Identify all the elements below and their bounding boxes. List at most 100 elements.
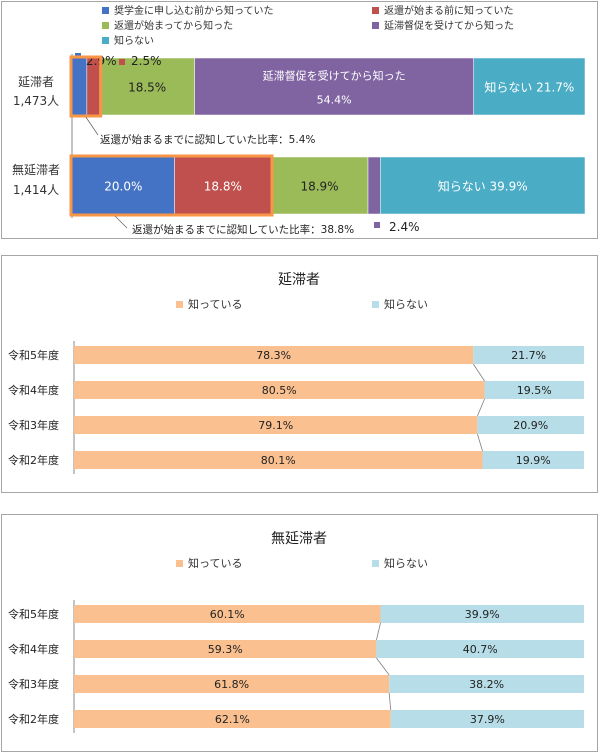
bar-segment: [74, 675, 390, 693]
data-label: 40.7%: [463, 643, 498, 656]
annotation-leader: [114, 215, 128, 229]
legend-swatch: [372, 7, 379, 14]
series-line: [376, 657, 390, 676]
data-label: 80.1%: [261, 454, 296, 467]
data-label: 54.4%: [317, 94, 352, 107]
series-line: [472, 363, 485, 382]
data-label: 61.8%: [214, 678, 249, 691]
bar-segment: [74, 416, 478, 434]
bar-segment: [74, 605, 381, 623]
legend-label: 知っている: [188, 297, 242, 311]
data-label: 79.1%: [258, 419, 293, 432]
data-label: 2.4%: [389, 220, 420, 234]
bar-segment: [380, 156, 586, 215]
category-label: 令和5年度: [8, 348, 59, 362]
data-label: 2.5%: [131, 54, 162, 68]
awareness-chart-panel: 奨学金に申し込む前から知っていた 返還が始まる前に知っていた返還が始まってから知っ…: [1, 1, 598, 239]
legend-label: 延滞督促を受けてから知った: [384, 19, 514, 32]
data-label-marker: [119, 59, 125, 65]
category-label: 延滞者: [18, 75, 54, 89]
data-label: 78.3%: [256, 349, 291, 362]
data-label: 60.1%: [210, 608, 245, 621]
non-delinquent-chart-panel: 無延滞者知っている 知らない令和5年度 60.1% 39.9% 令和4年度 59.3% 40…: [1, 514, 598, 752]
data-label: 62.1%: [215, 713, 250, 726]
bar-segment: [484, 381, 584, 399]
category-count-label: 1,414人: [13, 183, 59, 197]
legend-swatch: [102, 22, 109, 29]
bar-segment: [473, 57, 586, 116]
category-label: 令和2年度: [8, 712, 59, 726]
category-label: 令和4年度: [8, 642, 59, 656]
bar-segment: [389, 675, 584, 693]
bar-segment: [194, 57, 474, 116]
category-count-label: 1,473人: [13, 94, 59, 108]
data-label: 38.2%: [469, 678, 504, 691]
legend-label: 知らない: [384, 556, 428, 570]
data-label: 知らない 21.7%: [484, 81, 574, 95]
data-label: 59.3%: [208, 643, 243, 656]
category-label: 令和5年度: [8, 607, 59, 621]
legend-label: 知らない: [384, 297, 428, 311]
series-line: [477, 398, 485, 417]
category-label: 令和2年度: [8, 453, 59, 467]
data-label: 延滞督促を受けてから知った: [263, 69, 406, 83]
chart-title: 無延滞者: [271, 531, 327, 547]
category-label: 令和3年度: [8, 418, 59, 432]
bar-segment: [74, 710, 391, 728]
series-line: [376, 622, 381, 641]
bar-segment: [74, 346, 474, 364]
legend-label: 返還が始まる前に知っていた: [384, 4, 514, 17]
awareness-stacked-bar-chart: 奨学金に申し込む前から知っていた 返還が始まる前に知っていた返還が始まってから知っ…: [12, 4, 586, 236]
bar-segment: [74, 640, 377, 658]
legend-swatch: [102, 37, 109, 44]
legend-label: 知っている: [188, 556, 242, 570]
legend-swatch: [372, 301, 379, 308]
bar-segment: [390, 710, 584, 728]
bar-segment: [74, 451, 483, 469]
category-label: 無延滞者: [12, 162, 60, 177]
annotation-leader: [85, 116, 99, 136]
data-label: 18.9%: [300, 180, 338, 194]
delinquent-chart-panel: 延滞者知っている 知らない令和5年度 78.3% 21.7% 令和4年度 80.5% 19.…: [1, 255, 598, 493]
legend-swatch: [372, 560, 379, 567]
category-label: 令和4年度: [8, 383, 59, 397]
bar-segment: [367, 156, 381, 215]
data-label: 19.5%: [517, 384, 552, 397]
chart-title: 延滞者: [278, 272, 320, 288]
legend-label: 知らない: [114, 34, 154, 47]
data-label: 18.8%: [204, 180, 242, 194]
series-line: [477, 433, 483, 452]
bar-segment: [473, 346, 584, 364]
bar-segment: [376, 640, 584, 658]
data-label: 21.7%: [511, 349, 546, 362]
category-label: 令和3年度: [8, 677, 59, 691]
series-line: [388, 692, 392, 711]
legend-swatch: [102, 7, 109, 14]
bar-segment: [71, 156, 175, 215]
data-label: 18.5%: [128, 81, 166, 95]
data-label: 20.9%: [513, 419, 548, 432]
data-label: 19.9%: [516, 454, 551, 467]
data-label: 20.0%: [104, 180, 142, 194]
bar-segment: [482, 451, 584, 469]
bar-segment: [99, 57, 195, 116]
bar-segment: [380, 605, 584, 623]
bar-segment: [477, 416, 584, 434]
data-label: 37.9%: [470, 713, 505, 726]
data-label: 80.5%: [262, 384, 297, 397]
legend-swatch: [176, 301, 183, 308]
data-label: 39.9%: [465, 608, 500, 621]
bar-segment: [74, 381, 485, 399]
data-label: 知らない 39.9%: [438, 180, 528, 194]
legend-swatch: [176, 560, 183, 567]
legend-label: 奨学金に申し込む前から知っていた: [114, 4, 274, 17]
annotation-text: 返還が始まるまでに認知していた比率：38.8%: [132, 223, 354, 236]
data-label-marker: [374, 222, 380, 228]
highlight-box: [69, 154, 274, 217]
bar-segment: [71, 57, 88, 116]
legend-swatch: [372, 22, 379, 29]
annotation-text: 返還が始まるまでに認知していた比率：5.4%: [100, 133, 315, 146]
legend-label: 返還が始まってから知った: [114, 19, 233, 32]
